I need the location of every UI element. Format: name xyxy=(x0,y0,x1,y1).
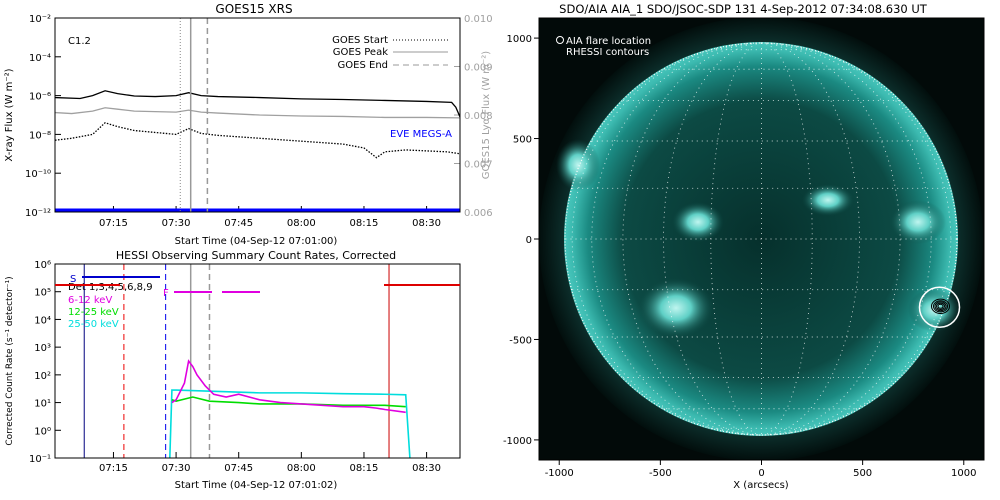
goes-y2-tick-label: 0.009 xyxy=(464,63,493,74)
goes-y2-axis-title: GOES15 Lyα Flux (W m⁻²) xyxy=(481,51,492,179)
aia-flare-location-circle xyxy=(918,286,961,329)
legend-goes-end: GOES End xyxy=(338,60,388,71)
goes-y2-tick-label: 0.006 xyxy=(464,208,493,219)
aia-rhessi-contour xyxy=(931,298,950,315)
aia-active-region-northeast xyxy=(556,139,600,191)
goes-legend: GOES Start GOES Peak GOES End xyxy=(332,35,448,71)
goes-y-tick-label: 10⁻¹⁰ xyxy=(25,169,51,180)
hessi-s-label: S xyxy=(70,274,76,285)
aia-legend: AIA flare location RHESSI contours xyxy=(556,36,651,58)
hessi-x-tick-label: 08:30 xyxy=(412,463,441,474)
hessi-series-12-25-kev xyxy=(171,396,406,408)
goes-x-tick-label: 07:45 xyxy=(224,218,253,229)
hessi-x-tick-label: 07:15 xyxy=(99,463,128,474)
hessi-y-tick-label: 10³ xyxy=(34,343,51,354)
goes-y-tick-label: 10⁻⁴ xyxy=(29,53,51,64)
goes-x-tick-label: 07:30 xyxy=(162,218,191,229)
aia-legend-rhessi-contours: RHESSI contours xyxy=(566,47,649,58)
goes-x-tick-label: 08:30 xyxy=(412,218,441,229)
hessi-y-tick-label: 10⁵ xyxy=(34,288,51,299)
legend-6-12-kev: 6-12 keV xyxy=(68,295,112,306)
aia-active-region-east xyxy=(638,278,714,338)
goes-series-lya xyxy=(54,107,461,119)
goes-y-tick-label: 10⁻¹² xyxy=(25,208,51,219)
aia-rhessi-contour xyxy=(937,303,944,309)
goes-y-tick-label: 10⁻⁶ xyxy=(29,92,51,103)
aia-limb-circle xyxy=(564,42,958,436)
aia-rhessi-contour xyxy=(934,301,947,312)
hessi-y-tick-label: 10⁴ xyxy=(34,315,51,326)
aia-legend-circle-icon xyxy=(556,36,564,44)
goes-flare-class: C1.2 xyxy=(68,36,91,47)
aia-rhessi-contour xyxy=(936,302,945,311)
goes-series-short xyxy=(54,122,461,159)
aia-x-axis-title: X (arcsecs) xyxy=(733,480,789,491)
goes-y-tick-label: 10⁻⁸ xyxy=(29,130,51,141)
goes-y-tick-label: 10⁻² xyxy=(29,14,51,25)
goes-plot-frame xyxy=(54,17,461,213)
legend-goes-peak: GOES Peak xyxy=(333,47,388,58)
hessi-y-tick-label: 10¹ xyxy=(34,399,51,410)
aia-y-tick-label: 1000 xyxy=(507,34,532,45)
goes-y2-tick-label: 0.007 xyxy=(464,160,493,171)
hessi-y-tick-label: 10⁰ xyxy=(34,426,51,437)
legend-12-25-kev: 12-25 keV xyxy=(68,307,119,318)
aia-active-region-center xyxy=(672,202,724,242)
goes-y2-tick-label: 0.010 xyxy=(464,14,493,25)
aia-title: SDO/AIA AIA_1 SDO/JSOC-SDP 131 4-Sep-201… xyxy=(559,2,928,16)
aia-y-tick-label: -500 xyxy=(509,335,532,346)
aia-longitude-line xyxy=(761,42,813,436)
aia-rhessi-contour xyxy=(933,300,948,313)
goes-eve-label: EVE MEGS-A xyxy=(390,129,452,140)
goes-y-axis-title: X-ray Flux (W m⁻²) xyxy=(4,68,15,161)
hessi-x-tick-label: 08:00 xyxy=(287,463,316,474)
aia-x-tick-label: 1000 xyxy=(951,468,976,479)
aia-x-tick-label: -1000 xyxy=(545,468,574,479)
hessi-x-tick-label: 08:15 xyxy=(350,463,379,474)
hessi-y-axis-title: Corrected Count Rate (s⁻¹ detector⁻¹) xyxy=(5,276,15,445)
hessi-count-rate-chart: HESSI Observing Summary Count Rates, Cor… xyxy=(5,249,461,491)
hessi-series-6-12-kev xyxy=(171,359,406,414)
aia-flare-marker xyxy=(918,286,961,329)
aia-y-tick-label: -1000 xyxy=(503,436,532,447)
goes-y2-tick-label: 0.008 xyxy=(464,111,493,122)
aia-y-tick-label: 0 xyxy=(526,235,532,246)
hessi-x-axis-title: Start Time (04-Sep-12 07:01:02) xyxy=(175,480,338,491)
aia-x-tick-label: 500 xyxy=(853,468,872,479)
hessi-x-tick-label: 07:30 xyxy=(162,463,191,474)
goes-x-axis-title: Start Time (04-Sep-12 07:01:00) xyxy=(175,236,338,247)
aia-x-tick-label: 0 xyxy=(758,468,764,479)
aia-active-region-west xyxy=(890,200,946,244)
aia-heliographic-grid xyxy=(565,42,958,436)
aia-legend-flare-location: AIA flare location xyxy=(566,36,651,47)
legend-25-50-kev: 25-50 keV xyxy=(68,319,119,330)
hessi-plot-frame xyxy=(54,263,461,459)
goes-x-tick-label: 08:15 xyxy=(350,218,379,229)
aia-active-region-north xyxy=(802,184,854,216)
hessi-y-tick-label: 10⁻¹ xyxy=(29,454,51,465)
hessi-legend: 6-12 keV 12-25 keV 25-50 keV xyxy=(68,295,119,330)
aia-x-tick-label: -500 xyxy=(649,468,672,479)
aia-active-region-southwest xyxy=(908,288,960,332)
goes-x-tick-label: 07:15 xyxy=(99,218,128,229)
hessi-y-tick-label: 10² xyxy=(34,371,51,382)
hessi-f-label: F xyxy=(163,288,169,299)
hessi-y-tick-label: 10⁶ xyxy=(34,260,51,271)
hessi-x-tick-label: 07:45 xyxy=(224,463,253,474)
aia-131-image: SDO/AIA AIA_1 SDO/JSOC-SDP 131 4-Sep-201… xyxy=(503,2,985,491)
goes-series-long xyxy=(54,90,461,118)
goes-xrs-chart: GOES15 XRS 07:15 07:30 07:45 08:00 08:15 08:3… xyxy=(4,2,493,247)
legend-goes-start: GOES Start xyxy=(332,35,388,46)
hessi-detector-label: Det 1,3,4,5,6,8,9 xyxy=(68,282,153,293)
goes-title: GOES15 XRS xyxy=(215,2,292,16)
hessi-series-25-50-kev xyxy=(169,389,411,459)
hessi-title: HESSI Observing Summary Count Rates, Cor… xyxy=(116,249,396,262)
aia-y-tick-label: 500 xyxy=(513,135,532,146)
aia-longitude-line xyxy=(710,42,762,436)
goes-x-tick-label: 08:00 xyxy=(287,218,316,229)
